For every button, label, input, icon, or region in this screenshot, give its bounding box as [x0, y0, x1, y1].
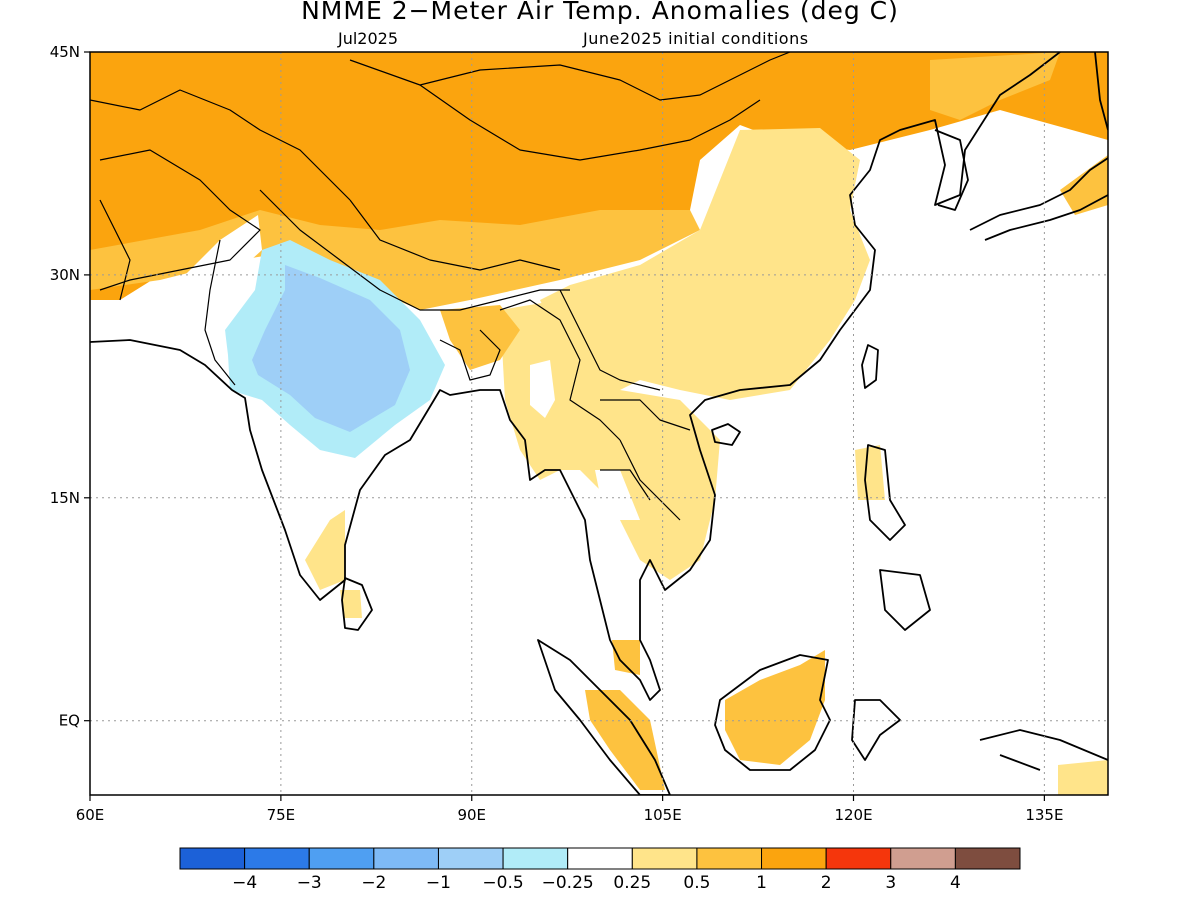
coastline-sakhalin [1094, 52, 1108, 131]
gridlines [90, 52, 1108, 795]
colorbar-swatch [696, 847, 763, 870]
anomaly-region-myanmar-white [530, 360, 555, 418]
border-afghanistan [99, 149, 261, 291]
coastline-new-guinea [979, 729, 1108, 771]
colorbar-label: 0.25 [613, 873, 651, 893]
anomaly-region-malaya [612, 640, 640, 675]
colorbar-swatch [761, 847, 827, 870]
coastline-sulawesi [851, 699, 901, 761]
border-china-interior [559, 289, 661, 391]
colorbar-label: −1 [426, 873, 451, 893]
anomaly-region-philippines [855, 445, 885, 500]
border-china-mongolia [419, 84, 761, 161]
lat-tick-label: 15N [50, 489, 80, 507]
colorbar-swatch [373, 847, 439, 870]
borders-layer [90, 52, 791, 521]
border-myanmar [499, 299, 621, 441]
colorbar-swatch [308, 847, 375, 870]
border-indochina [600, 399, 691, 521]
coastline-luzon [864, 444, 906, 541]
coastline-korea [934, 129, 969, 211]
colorbar-label: 2 [821, 873, 832, 893]
colorbar-label: −0.5 [482, 873, 523, 893]
anomaly-region-china [540, 128, 870, 400]
colorbar-label: −3 [297, 873, 322, 893]
anomaly-region-new-guinea [1058, 760, 1108, 795]
border-central-asia [90, 89, 351, 201]
map-title: NMME 2−Meter Air Temp. Anomalies (deg C) [301, 0, 899, 25]
border-himalaya [259, 189, 570, 311]
lat-tick-label: 30N [50, 266, 80, 284]
border-india-pakistan [204, 239, 236, 386]
colorbar-label: 0.5 [683, 873, 710, 893]
colorbar-swatch [890, 847, 956, 870]
anomaly-region-ne-asia [930, 52, 1060, 120]
colorbar-swatch [631, 847, 698, 870]
coastline-hainan [711, 423, 741, 446]
colorbar-swatch [954, 847, 1021, 870]
colorbar-label: −0.25 [542, 873, 594, 893]
colorbar-label: 4 [950, 873, 961, 893]
anomaly-region-japan [1060, 155, 1108, 215]
coastline-asia [90, 52, 1061, 701]
colorbar-label: −4 [232, 873, 257, 893]
colorbar-swatch [567, 847, 633, 870]
anomaly-region-indochina [500, 300, 720, 580]
colorbar: −4 −3 −2 −1 −0.5 −0.25 0.25 0.5 1 2 3 4 [179, 847, 1021, 893]
map-frame [89, 51, 1109, 796]
coastline-borneo [714, 654, 831, 771]
colorbar-label: −2 [361, 873, 386, 893]
coastline-sri-lanka [341, 577, 373, 631]
lat-tick-label: EQ [59, 712, 80, 730]
colorbar-swatch [825, 847, 892, 870]
axis-ticks: 45N 30N 15N EQ 60E 75E 90E 105E 120E 135E [50, 43, 1064, 824]
anomaly-region-pakistan-white [90, 215, 262, 390]
colorbar-swatch [244, 847, 310, 870]
coastline-taiwan [861, 344, 879, 389]
coastline-mindanao [879, 569, 931, 631]
lon-tick-label: 105E [644, 806, 682, 824]
lon-tick-label: 90E [457, 806, 486, 824]
lon-tick-label: 75E [267, 806, 296, 824]
lon-tick-label: 135E [1025, 806, 1063, 824]
lon-tick-label: 60E [76, 806, 105, 824]
border-bangladesh [439, 329, 501, 381]
coastline-layer [90, 52, 1108, 795]
anomaly-region-sumatra [585, 690, 665, 790]
colorbar-swatch [437, 847, 504, 870]
border-iran [99, 199, 131, 301]
forecast-month: Jul2025 [338, 29, 399, 48]
anomaly-region-india-coast [305, 510, 345, 590]
anomaly-region-india-cooler [252, 265, 410, 432]
colorbar-label: 3 [885, 873, 896, 893]
colorbar-swatch [502, 847, 569, 870]
coastline-sumatra [537, 639, 671, 795]
anomaly-region-sri-lanka [340, 590, 362, 618]
anomaly-region-andaman-white [595, 470, 640, 520]
anomaly-fill-layer [90, 52, 1108, 795]
lon-tick-label: 120E [834, 806, 872, 824]
colorbar-swatch [179, 847, 246, 870]
anomaly-region-borneo [725, 650, 825, 765]
border-tibet [349, 199, 561, 271]
anomaly-region-myanmar-orange [440, 305, 520, 370]
coastline-japan [969, 157, 1108, 241]
lat-tick-label: 45N [50, 43, 80, 61]
colorbar-label: 1 [756, 873, 767, 893]
border-mongolia [349, 52, 791, 101]
initial-conditions: June2025 initial conditions [583, 29, 809, 48]
